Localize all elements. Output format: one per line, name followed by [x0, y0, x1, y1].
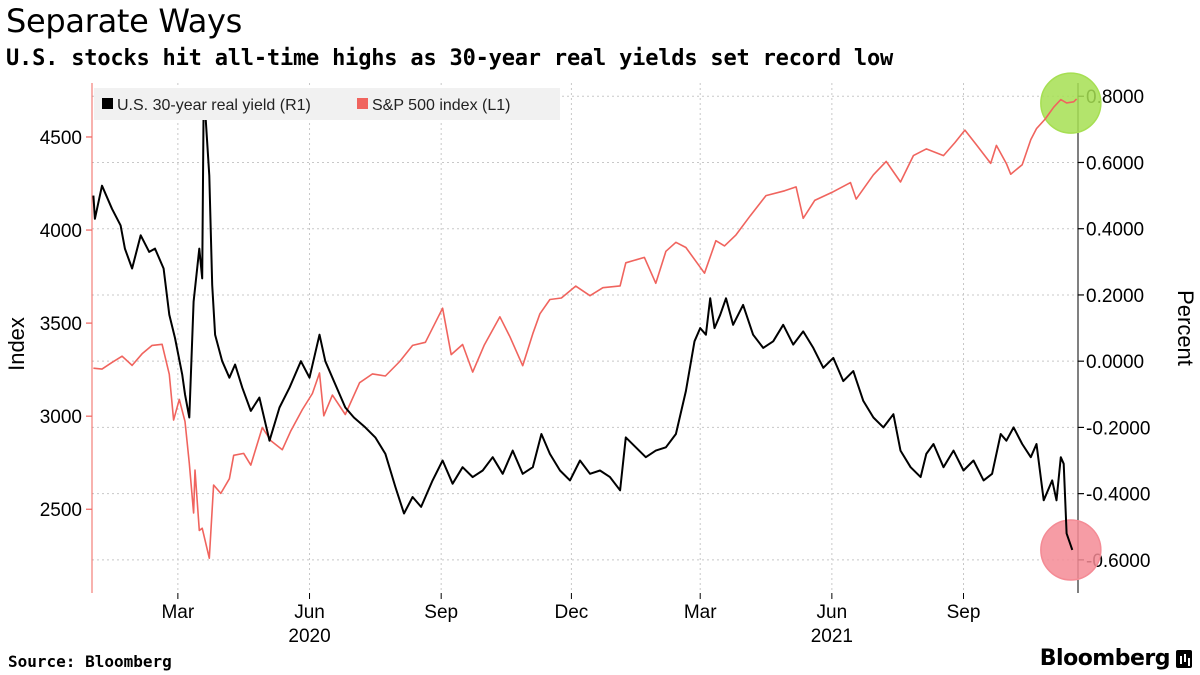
x-axis-tick-label: Jun: [294, 602, 325, 623]
x-axis-tick-label: Sep: [424, 602, 458, 623]
right-axis-tick-label: 0.4000: [1086, 220, 1144, 241]
x-axis-tick-label: Mar: [684, 602, 717, 623]
highlight-circle: [1040, 519, 1102, 581]
right-axis-tick-label: 0.6000: [1086, 153, 1144, 174]
series-line: [92, 105, 1074, 551]
right-axis-tick-label: -0.6000: [1086, 551, 1150, 572]
x-axis-year-label: 2021: [811, 626, 853, 647]
right-axis-tick-label: 0.2000: [1086, 286, 1144, 307]
source-note: Source: Bloomberg: [8, 652, 172, 671]
legend-label: U.S. 30-year real yield (R1): [117, 97, 311, 114]
left-axis-tick-label: 3000: [40, 407, 82, 428]
legend-box: [94, 88, 560, 120]
right-axis-tick-label: 0.0000: [1086, 352, 1144, 373]
x-axis-year-label: 2020: [288, 626, 330, 647]
left-axis-tick-label: 4500: [40, 128, 82, 149]
x-axis-tick-label: Dec: [555, 602, 589, 623]
x-axis-tick-label: Mar: [161, 602, 194, 623]
x-axis-tick-label: Jun: [817, 602, 848, 623]
left-axis-tick-label: 2500: [40, 500, 82, 521]
right-axis-label: Percent: [1173, 290, 1198, 366]
highlight-circle: [1040, 72, 1102, 134]
legend-swatch: [102, 98, 113, 109]
legend-label: S&P 500 index (L1): [372, 97, 510, 114]
brand-logo: Bloomberg: [1039, 646, 1171, 671]
right-axis-tick-label: -0.2000: [1086, 418, 1150, 439]
bloomberg-terminal-icon: [1176, 650, 1192, 668]
x-axis-tick-label: Sep: [947, 602, 981, 623]
page-title: Separate Ways: [6, 2, 243, 40]
legend-swatch: [357, 98, 368, 109]
left-axis-tick-label: 3500: [40, 314, 82, 335]
left-axis-label: Index: [4, 317, 29, 371]
left-axis-tick-label: 4000: [40, 221, 82, 242]
right-axis-tick-label: -0.4000: [1086, 485, 1150, 506]
page-subtitle: U.S. stocks hit all-time highs as 30-yea…: [6, 46, 894, 71]
series-line: [93, 98, 1078, 559]
